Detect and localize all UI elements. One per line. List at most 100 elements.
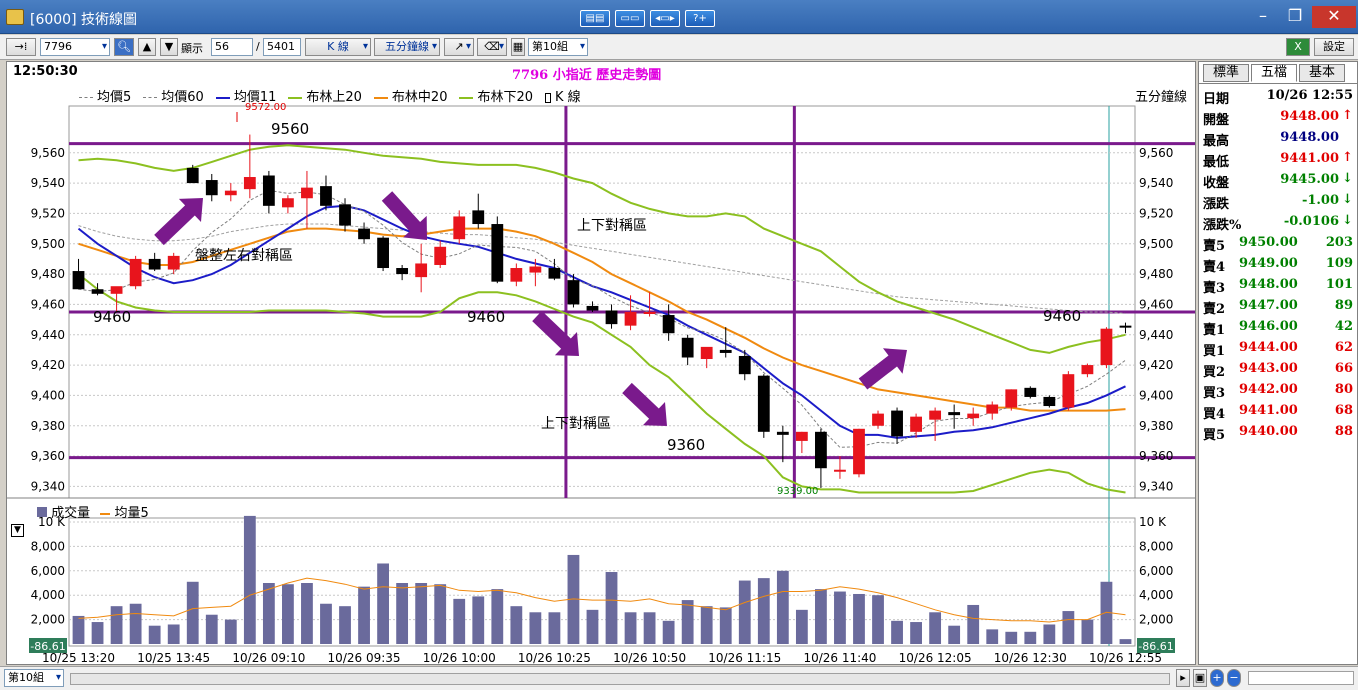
link-icon[interactable]: →⁞ [6,38,36,56]
quote-value: -1.00 [1301,193,1339,208]
volume-bar [1081,619,1094,644]
price-tick-left: 9,400 [31,388,65,402]
quote-label: 日期 [1203,92,1230,107]
level-label-9460-left: 9460 [93,308,131,326]
layout-icon-3[interactable]: ◂▭▸ [650,10,680,27]
volume-bar [491,589,504,644]
zoom-fit-icon[interactable]: ▣ [1193,669,1207,687]
zone-label-left: 盤整左右對稱區 [195,248,293,264]
level-label-9560: 9560 [271,120,309,138]
help-icon[interactable]: ?+ [685,10,715,27]
quote-tab-2[interactable]: 基本 [1299,64,1345,82]
quote-label: 開盤 [1203,113,1230,128]
orderbook-price: 9450.00 [1239,235,1298,250]
display-count-input[interactable]: 56 [211,38,253,56]
price-tick-right: 9,400 [1139,388,1173,402]
zoom-slider[interactable] [1248,671,1354,685]
volume-bar [567,554,580,644]
volume-bar [301,583,313,644]
excel-icon[interactable]: X [1286,38,1310,56]
bollinger-middle-line [78,227,1126,412]
candle-body [967,413,980,419]
minimize-icon[interactable]: – [1259,6,1267,25]
close-icon[interactable]: ✕ [1312,6,1356,28]
orderbook-label: 賣2 [1203,302,1226,317]
volume-bar [1024,631,1037,644]
volume-bar [1005,631,1018,644]
volume-tick-left: 10 K [38,515,66,529]
quote-tab-0[interactable]: 標準 [1203,64,1249,82]
zone-label-top: 上下對稱區 [577,218,647,234]
candle-body [110,286,123,294]
candle-body [719,349,732,353]
legend-label: 布林上20 [306,90,362,105]
settings-button[interactable]: 設定 [1314,38,1354,56]
price-tick-right: 9,340 [1139,479,1173,493]
grid-icon[interactable]: ▦ [511,38,525,56]
price-tick-left: 9,420 [31,358,65,372]
period-select[interactable]: 五分鐘線 [374,38,440,56]
candle-body [834,469,846,472]
candle-body [1119,325,1132,328]
count-separator: / [256,40,260,53]
candle-body [205,180,218,196]
candle-body [167,255,180,270]
low-price-marker: 9339.00 [777,486,818,497]
layout-icon-1[interactable]: ▤▤ [580,10,610,27]
legend-swatch [373,96,388,99]
high-price-marker: 9572.00 [245,102,286,113]
draw-tool-icon[interactable]: ↗ [444,38,474,56]
candle-body [662,315,675,334]
price-tick-left: 9,440 [31,328,65,342]
search-icon[interactable]: 🔍︎ [114,38,134,56]
window-title: [6000] 技術線圖 [30,12,138,28]
volume-bar [453,598,466,644]
orderbook-volume: 42 [1334,319,1353,334]
candle-body [586,305,599,311]
restore-icon[interactable]: ❐ [1287,6,1303,25]
price-volume-chart[interactable]: 9,340 9,340 9,360 9,360 9,380 9,380 9,400 9,400… [7,62,1195,664]
quote-tab-1[interactable]: 五檔 [1251,64,1297,82]
symbol-select[interactable]: 7796 [40,38,110,56]
status-group-select[interactable]: 第10組 [4,669,64,687]
candle-body [700,346,713,360]
collapse-volume-icon[interactable]: ▼ [11,524,24,537]
orderbook-price: 9444.00 [1239,340,1298,355]
volume-bar [910,622,922,644]
eraser-icon[interactable]: ⌫ [477,38,507,56]
orderbook-label: 賣1 [1203,323,1226,338]
quote-value: 9448.00 [1280,130,1339,145]
volume-bar [834,591,846,644]
candle-body [320,186,332,206]
chart-type-select[interactable]: K 線 [305,38,371,56]
candle-body [757,375,770,432]
arrow-up-icon[interactable]: ▲ [138,38,156,56]
volume-bar [891,620,903,644]
candle-body [1100,328,1113,366]
candle-body [262,175,275,206]
zoom-in-icon[interactable]: + [1210,669,1224,687]
trend-arrow [381,191,427,240]
quote-label: 最高 [1203,134,1230,149]
volume-bar [72,615,85,644]
zoom-out-icon[interactable]: − [1227,669,1241,687]
legend-item: 布林中20 [373,90,447,105]
ma11-line [77,204,1126,439]
legend-item: 均價5 [79,90,131,105]
legend-label: 布林下20 [477,90,534,105]
group-select[interactable]: 第10組 [528,38,588,56]
scroll-right-icon[interactable]: ▸ [1176,669,1190,687]
volume-bar [339,606,351,644]
zone-label-bottom: 上下對稱區 [541,416,611,432]
price-tick-left: 9,560 [31,146,65,160]
candle-body [1024,387,1037,397]
price-tick-left: 9,360 [31,449,65,463]
arrow-down-icon[interactable]: ▼ [160,38,178,56]
candle-body [1005,389,1018,408]
x-tick-label: 10/26 12:30 [994,651,1067,664]
legend-item: 均價11 [215,90,276,105]
quote-row: 最高 9448.00 [1199,128,1357,149]
candle-body [1062,374,1075,408]
horizontal-scrollbar[interactable] [70,673,1170,685]
layout-icon-2[interactable]: ▭▭ [615,10,645,27]
